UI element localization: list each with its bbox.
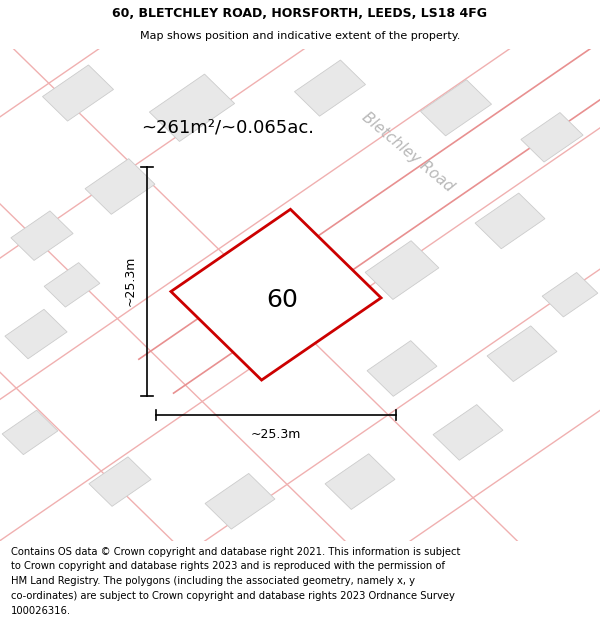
Text: 60: 60 <box>266 288 298 312</box>
Polygon shape <box>43 65 113 121</box>
Polygon shape <box>295 60 365 116</box>
Polygon shape <box>365 241 439 299</box>
Polygon shape <box>521 112 583 162</box>
Text: HM Land Registry. The polygons (including the associated geometry, namely x, y: HM Land Registry. The polygons (includin… <box>11 576 415 586</box>
Polygon shape <box>487 326 557 381</box>
Text: ~261m²/~0.065ac.: ~261m²/~0.065ac. <box>142 119 314 136</box>
Polygon shape <box>475 193 545 249</box>
Polygon shape <box>205 474 275 529</box>
Polygon shape <box>5 309 67 359</box>
Text: Bletchley Road: Bletchley Road <box>359 109 457 194</box>
Text: 60, BLETCHLEY ROAD, HORSFORTH, LEEDS, LS18 4FG: 60, BLETCHLEY ROAD, HORSFORTH, LEEDS, LS… <box>113 7 487 20</box>
Text: 100026316.: 100026316. <box>11 606 71 616</box>
Text: to Crown copyright and database rights 2023 and is reproduced with the permissio: to Crown copyright and database rights 2… <box>11 561 445 571</box>
Text: co-ordinates) are subject to Crown copyright and database rights 2023 Ordnance S: co-ordinates) are subject to Crown copyr… <box>11 591 455 601</box>
Text: ~25.3m: ~25.3m <box>251 428 301 441</box>
Polygon shape <box>11 211 73 261</box>
Polygon shape <box>367 341 437 396</box>
Polygon shape <box>2 410 58 454</box>
Polygon shape <box>85 159 155 214</box>
Polygon shape <box>433 404 503 460</box>
Polygon shape <box>421 80 491 136</box>
Text: ~25.3m: ~25.3m <box>124 256 137 306</box>
Polygon shape <box>171 209 381 380</box>
Polygon shape <box>44 262 100 307</box>
Polygon shape <box>325 454 395 509</box>
Text: Map shows position and indicative extent of the property.: Map shows position and indicative extent… <box>140 31 460 41</box>
Polygon shape <box>542 272 598 317</box>
Polygon shape <box>89 457 151 506</box>
Polygon shape <box>149 74 235 141</box>
Text: Contains OS data © Crown copyright and database right 2021. This information is : Contains OS data © Crown copyright and d… <box>11 546 460 556</box>
